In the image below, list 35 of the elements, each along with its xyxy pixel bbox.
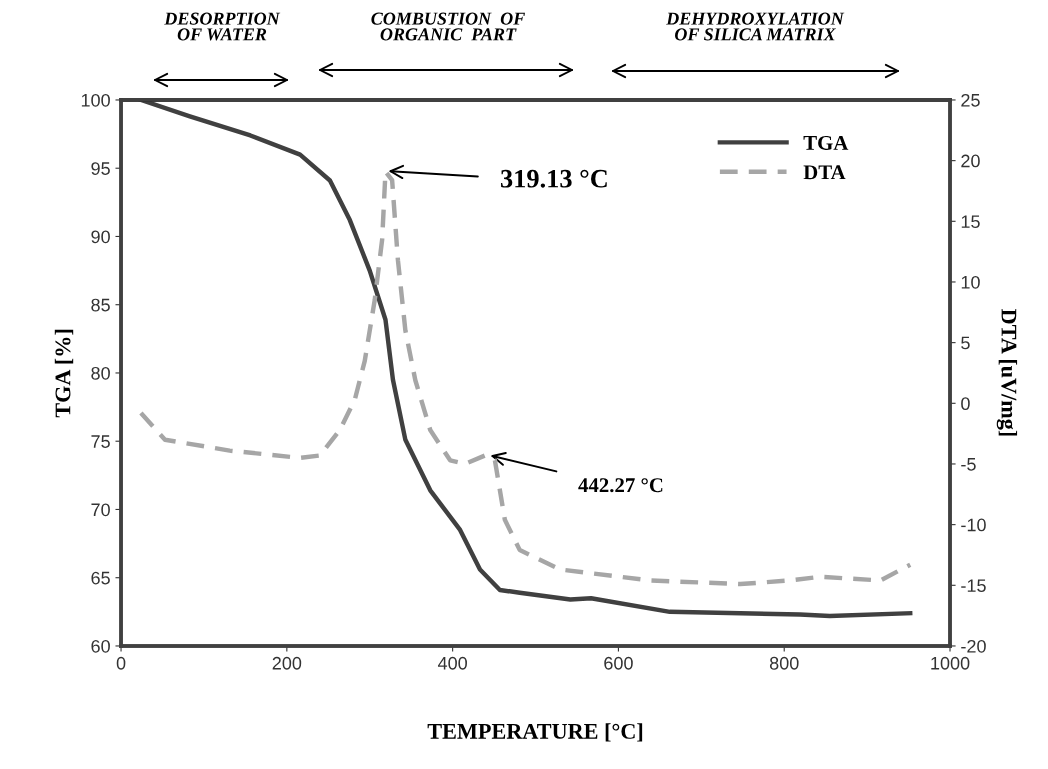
y2-tick-label: 5 [961,336,970,350]
x-tick-label: 600 [604,656,633,670]
y2-tick-label: -5 [961,458,976,471]
text: COMBUSTION OF ORGANIC PART [371,12,525,41]
y-axis-title: TGA [%] [54,329,74,418]
text: DESORPTION OF WATER [164,12,281,41]
y-tick-label: 75 [91,435,110,448]
x-tick-label: 1000 [931,656,970,670]
y-tick-label: 90 [91,230,110,244]
y-tick-label: 95 [91,162,110,175]
y2-tick-label: -15 [961,579,986,593]
legend-label: TGA [803,135,849,150]
legend-label: DTA [803,165,846,180]
y2-tick-label: -20 [961,639,986,653]
x-axis-title: TEMPERATURE [°C] [427,723,643,742]
y-tick-label: 100 [81,93,110,107]
y-tick-label: 80 [91,366,110,380]
annotation: 319.13 °C [500,169,607,188]
x-tick-label: 800 [769,656,799,670]
y2-tick-label: 15 [961,215,980,229]
y2-tick-label: 25 [961,93,980,107]
y-tick-label: 65 [91,571,110,585]
y2-tick-label: 20 [961,154,980,168]
y-tick-label: 85 [91,298,110,312]
y-tick-label: 70 [91,503,110,517]
x-tick-label: 200 [272,656,302,670]
y2-tick-label: -10 [961,518,986,532]
annotation: 442.27 °C [578,478,663,493]
x-tick-label: 0 [116,656,126,670]
y2-tick-label: 0 [961,397,970,411]
text: DEHYDROXYLATION OF SILICA MATRIX [666,12,845,41]
x-tick-label: 400 [437,656,467,670]
y-tick-label: 60 [91,639,110,653]
y2-axis-title: DTA [uV/mg] [996,309,1018,436]
y2-tick-label: 10 [961,275,980,289]
